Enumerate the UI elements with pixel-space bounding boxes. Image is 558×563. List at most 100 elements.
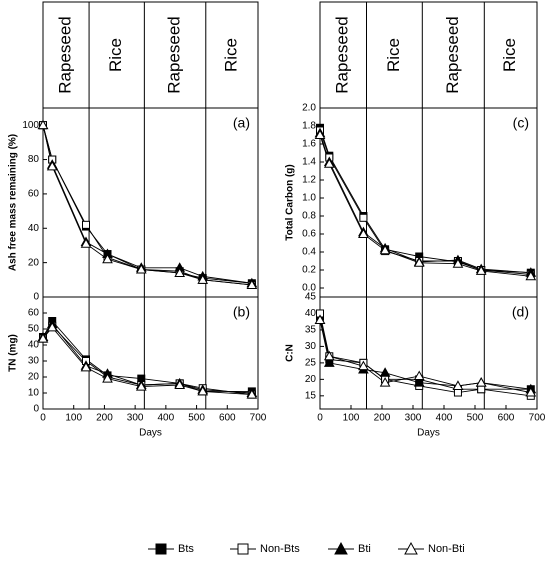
data-point [323,350,335,361]
y-tick-label: 60 [28,189,40,200]
data-point [413,370,425,381]
data-point [413,257,425,267]
y-tick-label: 10 [28,388,40,399]
series-line [42,320,252,392]
data-point [46,321,58,332]
y-tick-label: 1.0 [302,193,316,204]
panel-label: (b) [233,304,250,320]
data-point [379,377,391,387]
data-point [413,377,425,387]
series-line [319,127,531,274]
plot-frame [42,296,259,410]
data-point [46,160,58,171]
x-tick-label: 600 [219,413,236,424]
x-tick-label: 200 [374,413,391,424]
y-tick-label: 30 [28,356,40,367]
x-tick-label: 300 [405,413,422,424]
x-tick-label: 500 [467,413,484,424]
x-tick-label: 600 [498,413,515,424]
data-point [246,279,258,289]
period-label: Rapeseed [333,16,352,94]
legend-marker [404,541,418,555]
series-line [42,125,252,286]
data-point [197,385,209,396]
x-tick-label: 100 [343,413,360,424]
series-line [42,125,252,286]
x-axis-label: Days [417,428,440,439]
y-tick-label: 20 [305,374,317,385]
y-tick-label: 25 [305,358,317,369]
data-point [525,387,537,397]
data-point [359,213,368,222]
x-tick-label: 700 [250,413,267,424]
legend-marker [155,543,167,555]
data-point [80,238,92,248]
legend-marker [237,543,249,555]
data-point [197,274,209,284]
data-point [379,367,391,377]
y-tick-label: 40 [28,340,40,351]
data-point [314,129,326,139]
data-point [475,265,487,275]
period-label: Rice [221,38,240,72]
y-tick-label: 1.8 [302,121,316,132]
series-line [42,125,252,284]
period-label: Rice [106,38,125,72]
y-tick-label: 35 [305,325,317,336]
x-tick-label: 0 [40,413,46,424]
y-axis-label: Ash free mass remaining (%) [8,134,19,271]
data-point [102,373,113,383]
y-tick-label: 40 [305,308,317,319]
data-point [80,361,92,372]
panel-label: (d) [512,304,529,320]
data-point [525,270,537,281]
legend-label: Bti [358,543,371,555]
y-tick-label: 80 [28,154,40,165]
y-tick-label: 0.8 [302,211,316,222]
plot-frame [319,296,538,410]
y-tick-label: 1.2 [302,175,316,186]
y-tick-label: 20 [28,257,40,268]
data-point [477,385,486,394]
legend-label: Bts [178,543,194,555]
y-tick-label: 2.0 [302,103,316,114]
x-axis-label: Days [139,428,162,439]
data-point [135,381,147,391]
series-line [42,323,252,394]
x-tick-label: 0 [317,413,323,424]
series-line [319,319,531,393]
data-point [453,388,462,397]
data-point [358,360,369,371]
series-line [42,325,252,396]
data-point [102,253,113,264]
y-tick-label: 0.6 [302,229,316,240]
series-line [319,130,531,275]
y-tick-label: 60 [28,308,40,319]
series-line [319,134,531,277]
data-point [246,389,258,399]
y-axis-label: TN (mg) [8,334,19,372]
period-label: Rice [500,38,519,72]
y-tick-label: 15 [305,390,317,401]
y-tick-label: 0 [33,404,39,415]
x-tick-label: 300 [127,413,144,424]
data-point [379,244,391,255]
data-point [174,267,186,277]
data-point [37,119,49,130]
data-point [135,263,147,274]
y-tick-label: 50 [28,324,40,335]
y-tick-label: 0.4 [302,247,316,258]
data-point [452,380,464,390]
x-tick-label: 200 [96,413,113,424]
series-line [319,133,531,274]
series-line [319,316,531,390]
y-tick-label: 1.4 [302,157,316,168]
panel-label: (c) [513,115,529,131]
data-point [475,377,487,387]
panel-label: (a) [233,115,250,131]
y-tick-label: 20 [28,372,40,383]
x-tick-label: 400 [436,413,453,424]
y-tick-label: 30 [305,341,317,352]
y-tick-label: 1.6 [302,139,316,150]
